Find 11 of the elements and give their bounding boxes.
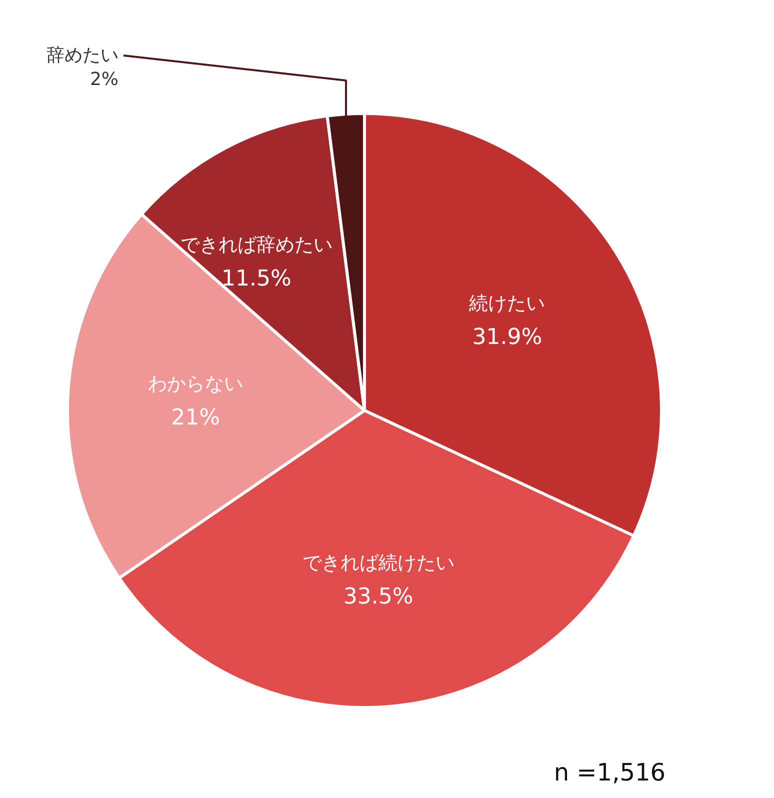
slice-label: 続けたい [468, 292, 546, 314]
slice-label: わからない [148, 373, 244, 396]
slice-label: できれば続けたい [302, 552, 454, 574]
data-label: 21% [171, 406, 220, 431]
data-label: 33.5% [343, 584, 414, 610]
data-label: 2% [90, 69, 119, 90]
data-label: 11.5% [222, 266, 292, 292]
text: n =1,516 [554, 758, 666, 786]
slice-label: できれば辞めたい [180, 234, 332, 256]
data-label: 31.9% [472, 324, 542, 350]
slice-label: 辞めたい [46, 45, 118, 66]
